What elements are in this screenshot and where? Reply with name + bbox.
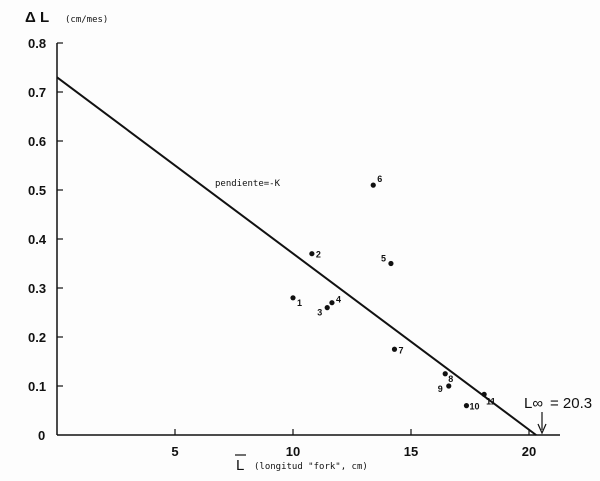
data-point-label-2: 2: [316, 250, 321, 260]
data-point-11: [481, 391, 487, 397]
data-point-9: [446, 383, 452, 389]
slope-label: pendiente=-K: [215, 179, 281, 189]
data-point-5: [388, 260, 394, 267]
x-tick-label: 5: [171, 444, 178, 459]
linf-value: = 20.3: [550, 395, 592, 412]
data-point-label-3: 3: [317, 308, 322, 318]
linf-arrowhead: [537, 423, 547, 435]
y-tick-label: 0.1: [28, 379, 46, 394]
regression-line: [56, 76, 537, 436]
data-point-label-9: 9: [438, 384, 443, 394]
data-point-label-7: 7: [398, 345, 403, 355]
data-point-2: [309, 251, 315, 257]
x-axis-symbol: L: [236, 457, 244, 474]
linf-symbol: L∞: [524, 395, 543, 412]
y-axis-unit: (cm/mes): [65, 15, 108, 25]
y-tick-label: 0.2: [28, 330, 46, 345]
data-point-label-10: 10: [469, 402, 479, 412]
x-tick-label: 20: [522, 444, 536, 459]
y-axis-symbol: Δ L: [25, 9, 49, 26]
data-point-8: [442, 371, 448, 377]
y-tick-label: 0.4: [28, 232, 47, 247]
y-tick-label: 0.3: [28, 281, 46, 296]
data-point-4: [329, 300, 335, 306]
data-point-label-5: 5: [381, 254, 386, 264]
data-point-label-6: 6: [377, 174, 382, 184]
y-tick-label: 0.7: [28, 85, 46, 100]
y-tick-label: 0.6: [28, 134, 46, 149]
data-point-6: [370, 182, 376, 188]
data-point-3: [324, 305, 330, 311]
data-point-1: [290, 295, 296, 301]
y-tick-label: 0: [38, 428, 45, 443]
y-tick-label: 0.8: [28, 36, 46, 51]
data-point-label-1: 1: [297, 298, 302, 308]
data-point-label-4: 4: [336, 295, 341, 305]
data-point-label-11: 11: [486, 396, 496, 406]
x-tick-label: 15: [404, 444, 418, 459]
x-tick-label: 10: [286, 444, 300, 459]
x-axis-unit: (longitud "fork", cm): [254, 462, 368, 472]
y-tick-label: 0.5: [28, 183, 46, 198]
data-point-7: [391, 346, 398, 352]
data-point-10: [463, 403, 470, 409]
data-point-label-8: 8: [448, 374, 453, 384]
